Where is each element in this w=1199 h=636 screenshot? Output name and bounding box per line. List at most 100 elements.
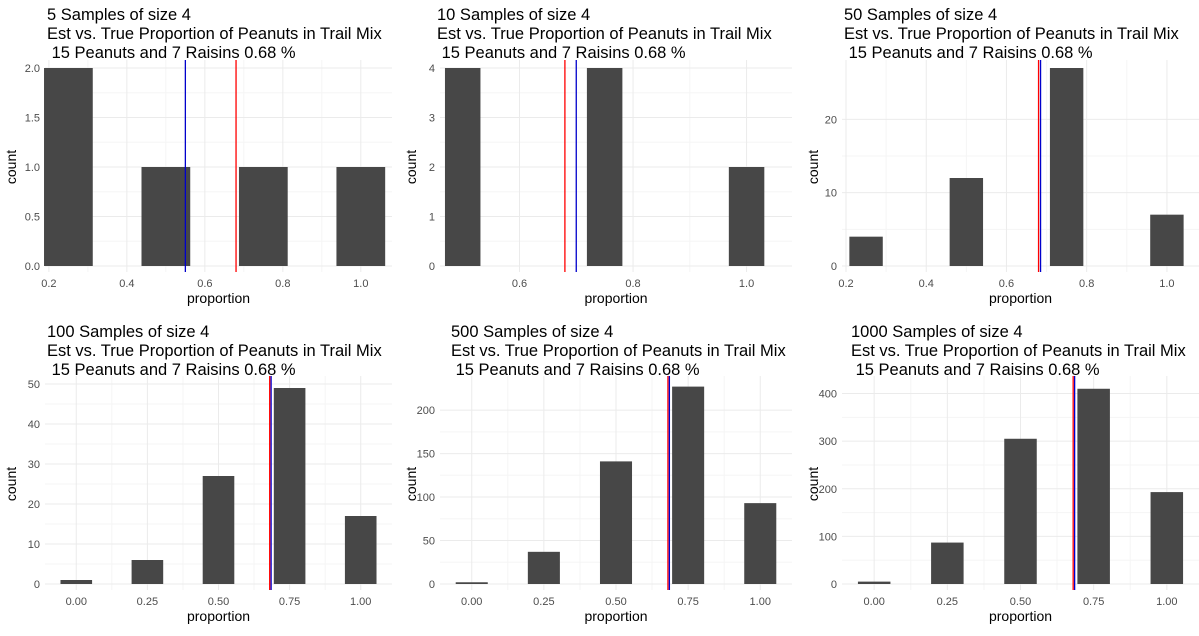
y-tick-label: 400: [819, 389, 837, 401]
chart-panel-4: 0 10 20 30 40 50 0.00 0.25 0.50 0.75 1.00 proportio…: [3, 323, 392, 624]
bar: [202, 476, 235, 584]
bar: [344, 516, 377, 584]
bar: [273, 388, 306, 584]
y-tick-label: 50: [28, 379, 40, 391]
chart-panel-2: 0 1 2 3 4 0.6 0.8 1.0 proportion count 10 Samples …: [403, 6, 792, 306]
x-tick-label: 0.50: [1010, 596, 1031, 608]
chart-title-line-1: 5 Samples of size 4: [47, 6, 191, 24]
bar: [60, 580, 93, 584]
bar: [586, 68, 623, 266]
bar: [44, 68, 93, 266]
x-axis-label: proportion: [187, 290, 250, 306]
y-tick-label: 50: [423, 536, 435, 548]
chart-title-line-2: Est vs. True Proportion of Peanuts in Tr…: [451, 342, 786, 360]
y-axis-label: count: [403, 467, 419, 501]
bar: [131, 560, 164, 584]
y-tick-label: 100: [417, 492, 435, 504]
chart-title-line-3: 15 Peanuts and 7 Raisins 0.68 %: [47, 44, 296, 62]
chart-title-line-1: 10 Samples of size 4: [437, 6, 590, 24]
y-tick-label: 0: [429, 579, 435, 591]
x-tick-label: 1.0: [739, 278, 754, 290]
chart-title-line-1: 50 Samples of size 4: [844, 6, 997, 24]
chart-panel-3: 0 10 20 0.2 0.4 0.6 0.8 1.0 proportion count 50 Sa…: [805, 6, 1199, 306]
chart-title-line-3: 15 Peanuts and 7 Raisins 0.68 %: [851, 361, 1100, 379]
x-tick-label: 0.4: [919, 278, 934, 290]
chart-title-line-2: Est vs. True Proportion of Peanuts in Tr…: [851, 342, 1186, 360]
x-axis-label: proportion: [584, 608, 647, 624]
chart-panel-6: 0 100 200 300 400 0.00 0.25 0.50 0.75 1.00 proport…: [805, 323, 1199, 624]
chart-title-line-2: Est vs. True Proportion of Peanuts in Tr…: [47, 25, 382, 43]
chart-title-line-3: 15 Peanuts and 7 Raisins 0.68 %: [844, 44, 1093, 62]
y-tick-label: 20: [28, 499, 40, 511]
chart-title-line-3: 15 Peanuts and 7 Raisins 0.68 %: [437, 44, 686, 62]
y-tick-label: 300: [819, 436, 837, 448]
y-tick-label: 0: [831, 261, 837, 273]
y-tick-label: 10: [28, 539, 40, 551]
y-tick-label: 200: [417, 405, 435, 417]
x-tick-label: 0.00: [66, 596, 87, 608]
bar: [1150, 214, 1184, 266]
x-axis-label: proportion: [989, 608, 1052, 624]
chart-title-line-2: Est vs. True Proportion of Peanuts in Tr…: [437, 25, 772, 43]
x-tick-label: 0.6: [512, 278, 527, 290]
x-tick-label: 0.50: [605, 596, 626, 608]
x-axis-label: proportion: [584, 290, 647, 306]
bar: [238, 167, 288, 266]
bar: [1150, 492, 1184, 584]
x-tick-label: 1.0: [353, 278, 368, 290]
x-tick-label: 0.75: [1083, 596, 1104, 608]
y-tick-label: 10: [825, 188, 837, 200]
x-tick-label: 0.2: [41, 278, 56, 290]
x-tick-label: 0.6: [999, 278, 1014, 290]
bar: [849, 236, 883, 266]
y-tick-label: 200: [819, 484, 837, 496]
x-tick-label: 0.25: [937, 596, 958, 608]
y-axis-label: count: [805, 150, 821, 184]
x-tick-label: 0.75: [677, 596, 698, 608]
y-tick-label: 1: [429, 212, 435, 224]
x-tick-label: 1.00: [1156, 596, 1177, 608]
bar: [949, 178, 984, 266]
x-tick-label: 0.25: [137, 596, 158, 608]
x-tick-label: 1.00: [750, 596, 771, 608]
y-tick-label: 0: [831, 579, 837, 591]
y-tick-label: 0: [34, 579, 40, 591]
bar: [1004, 438, 1037, 584]
bar: [672, 386, 705, 584]
x-tick-label: 0.4: [119, 278, 134, 290]
bar: [1077, 388, 1110, 584]
x-tick-label: 0.6: [197, 278, 212, 290]
chart-title-line-1: 1000 Samples of size 4: [851, 323, 1023, 341]
y-tick-label: 0.5: [25, 212, 40, 224]
y-axis-label: count: [805, 467, 821, 501]
y-tick-label: 30: [28, 459, 40, 471]
y-tick-label: 4: [429, 63, 435, 75]
chart-title-line-2: Est vs. True Proportion of Peanuts in Tr…: [47, 342, 382, 360]
bar: [931, 542, 964, 584]
x-tick-label: 1.0: [1159, 278, 1174, 290]
y-tick-label: 40: [28, 419, 40, 431]
y-tick-label: 150: [417, 449, 435, 461]
chart-title-line-2: Est vs. True Proportion of Peanuts in Tr…: [844, 25, 1179, 43]
chart-title-line-3: 15 Peanuts and 7 Raisins 0.68 %: [47, 361, 296, 379]
y-tick-label: 1.0: [25, 162, 40, 174]
chart-panel-5: 0 50 100 150 200 0.00 0.25 0.50 0.75 1.00 proporti…: [403, 323, 792, 624]
bar: [599, 461, 633, 584]
bar: [857, 581, 891, 584]
y-tick-label: 2.0: [25, 63, 40, 75]
y-axis-label: count: [3, 467, 19, 501]
x-tick-label: 0.8: [275, 278, 290, 290]
x-tick-label: 0.75: [279, 596, 300, 608]
bar: [527, 551, 560, 584]
chart-title-line-1: 500 Samples of size 4: [451, 323, 613, 341]
x-tick-label: 0.25: [533, 596, 554, 608]
y-tick-label: 20: [825, 114, 837, 126]
chart-title-line-1: 100 Samples of size 4: [47, 323, 209, 341]
bar: [444, 68, 481, 266]
x-axis-label: proportion: [989, 290, 1052, 306]
y-tick-label: 3: [429, 113, 435, 125]
y-tick-label: 2: [429, 162, 435, 174]
y-tick-label: 1.5: [25, 113, 40, 125]
x-tick-label: 0.50: [208, 596, 229, 608]
